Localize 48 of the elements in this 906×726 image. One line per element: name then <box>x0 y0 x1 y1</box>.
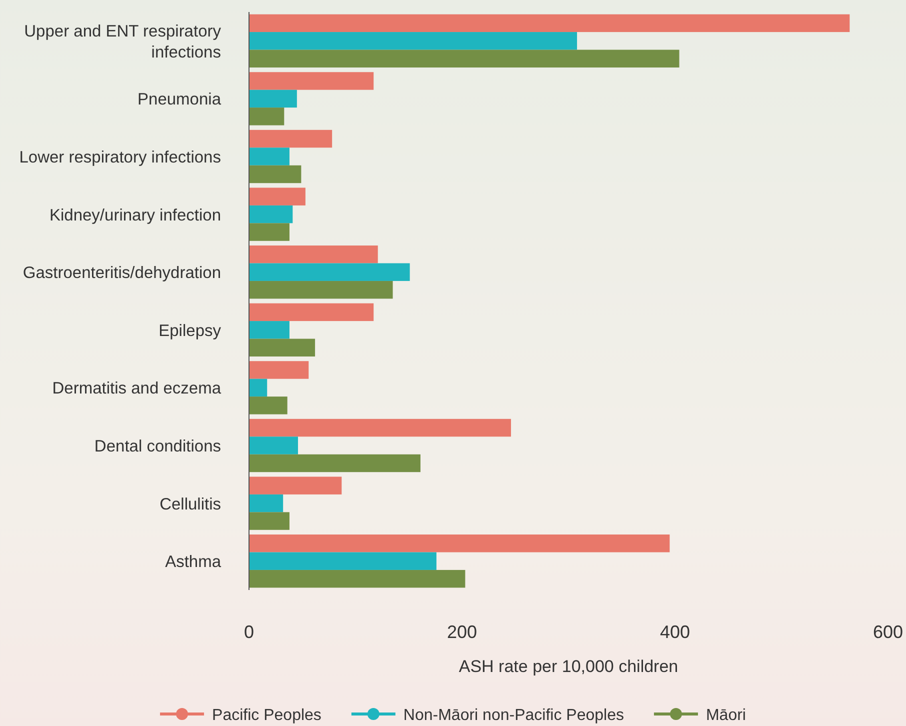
y-tick-label: Kidney/urinary infection <box>49 206 221 224</box>
bar <box>249 280 393 299</box>
bar <box>249 476 342 494</box>
bar <box>249 378 268 397</box>
bar <box>249 188 306 206</box>
bar <box>249 436 298 454</box>
bar <box>249 223 290 241</box>
bar <box>249 494 284 512</box>
y-tick-label: Pneumonia <box>138 90 222 109</box>
x-tick-label: 600 <box>872 622 904 642</box>
y-tick-label: Asthma <box>165 553 222 572</box>
y-tick-label: Dental conditions <box>94 438 221 456</box>
bar <box>249 263 410 281</box>
bar <box>249 205 293 224</box>
bar <box>249 72 374 90</box>
bar <box>249 321 290 339</box>
bar <box>249 246 378 264</box>
bar <box>249 418 511 437</box>
x-tick-label: 0 <box>244 622 254 642</box>
legend-label: Māori <box>706 707 746 724</box>
bar <box>249 534 670 552</box>
bar <box>249 361 309 379</box>
bar <box>249 148 290 166</box>
legend-label: Non-Māori non-Pacific Peoples <box>403 707 624 724</box>
y-tick-label: Epilepsy <box>158 322 222 340</box>
bar <box>249 303 374 322</box>
bar <box>249 50 680 68</box>
bar <box>249 396 288 414</box>
bar <box>249 32 578 50</box>
bar <box>249 165 302 184</box>
bar <box>249 570 466 588</box>
bar <box>249 454 420 472</box>
bar <box>249 338 316 356</box>
x-tick-label: 200 <box>446 622 478 642</box>
bar <box>249 512 290 530</box>
bar <box>249 108 284 126</box>
bar <box>249 14 850 32</box>
bar <box>249 552 436 570</box>
y-tick-label: Gastroenteritis/dehydration <box>22 264 221 282</box>
x-axis-title: ASH rate per 10,000 children <box>458 657 678 676</box>
legend-label: Pacific Peoples <box>212 707 322 724</box>
bar <box>249 130 332 148</box>
y-tick-label: Lower respiratory infections <box>19 148 221 166</box>
y-tick-label: Upper and ENT respiratory infections <box>24 22 222 62</box>
y-tick-label: Dermatitis and eczema <box>52 380 222 398</box>
x-tick-label: 400 <box>660 622 690 642</box>
bar <box>249 90 297 108</box>
y-tick-label: Cellulitis <box>160 495 221 514</box>
